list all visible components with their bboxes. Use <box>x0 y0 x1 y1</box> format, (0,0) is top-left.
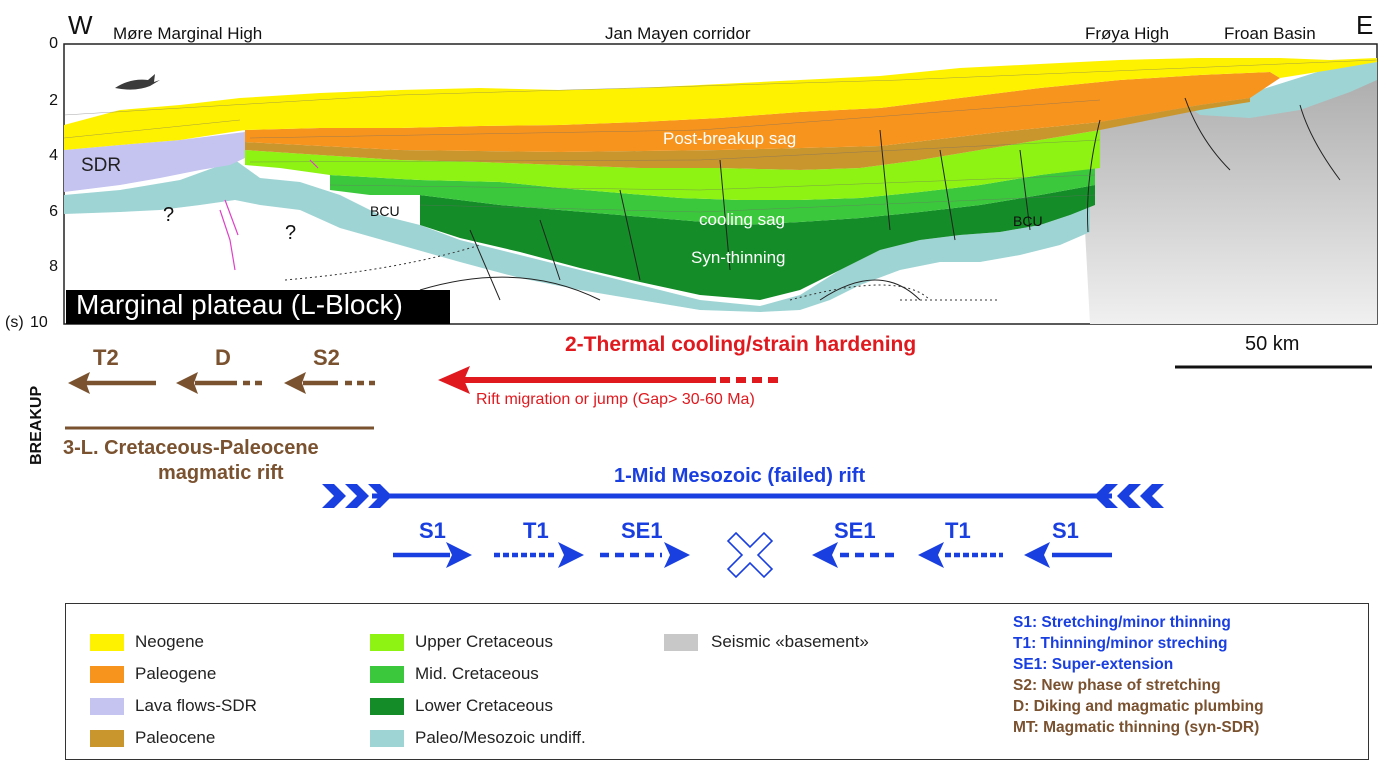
paleogene-unit <box>245 72 1280 152</box>
arrow-label-t2: T2 <box>93 345 119 370</box>
rift-migration-arrow <box>438 366 782 394</box>
legend-paleogene: Paleogene <box>135 664 217 683</box>
bcu-west-label: BCU <box>370 203 400 219</box>
swatch-paleogene <box>90 666 124 683</box>
legend-paleocene: Paleocene <box>135 728 216 747</box>
east-label: E <box>1356 10 1374 40</box>
chevrons-right <box>1094 484 1164 508</box>
region-froya-high: Frøya High <box>1085 24 1170 43</box>
region-more-marginal-high: Møre Marginal High <box>113 24 263 43</box>
depth-tick-0: 0 <box>49 35 58 52</box>
rift-migration-label: Rift migration or jump (Gap> 30-60 Ma) <box>476 391 755 408</box>
abbr-mt: MT: Magmatic thinning (syn-SDR) <box>1013 719 1260 736</box>
cooling-sag-label: cooling sag <box>699 210 786 229</box>
mesozoic-label-s1-right: S1 <box>1052 518 1079 543</box>
abbr-s2: S2: New phase of stretching <box>1013 677 1221 694</box>
post-breakup-sag-label: Post-breakup sag <box>663 129 797 148</box>
mesozoic-label-t1-left: T1 <box>523 518 549 543</box>
arrow-label-d: D <box>215 345 231 370</box>
failed-rift-cross-icon <box>726 531 774 579</box>
region-froan-basin: Froan Basin <box>1224 24 1316 43</box>
depth-unit: (s) <box>5 314 24 331</box>
sdr-label: SDR <box>81 155 122 176</box>
west-label: W <box>68 10 93 40</box>
mid-cretaceous-unit <box>330 168 1095 225</box>
basement-body <box>1085 60 1377 324</box>
lower-cretaceous-unit <box>420 185 1095 300</box>
paleo-mesozoic-unit <box>64 160 1090 312</box>
swatch-neogene <box>90 634 124 651</box>
neogene-unit <box>64 58 1377 150</box>
depth-tick-10: 10 <box>30 314 48 331</box>
legend-mid-cretaceous: Mid. Cretaceous <box>415 664 539 683</box>
magmatic-rift-line1: 3-L. Cretaceous-Paleocene <box>63 437 319 459</box>
strata-lines <box>63 59 1378 213</box>
arrow-t2-head <box>68 372 90 394</box>
bcu-east-label: BCU <box>1013 213 1043 229</box>
question-mark-1: ? <box>163 204 175 226</box>
legend-neogene: Neogene <box>135 632 205 651</box>
mesozoic-label-se1-right: SE1 <box>834 518 876 543</box>
abbr-t1: T1: Thinning/minor streching <box>1013 635 1228 652</box>
legend-basement: Seismic «basement» <box>711 632 869 651</box>
swatch-lava <box>90 698 124 715</box>
red-arrow-head <box>438 366 470 394</box>
region-jan-mayen-corridor: Jan Mayen corridor <box>605 24 751 43</box>
swatch-lower-cret <box>370 698 404 715</box>
arrow-s2-head <box>284 372 306 394</box>
magmatic-rift-line2: magmatic rift <box>158 462 284 484</box>
upper-cretaceous-unit <box>245 130 1100 200</box>
legend-upper-cretaceous: Upper Cretaceous <box>415 632 553 651</box>
swatch-basement <box>664 634 698 651</box>
arrow-d-head <box>176 372 198 394</box>
swatch-mid-cret <box>370 666 404 683</box>
paleocene-band <box>245 98 1250 170</box>
plateau-title: Marginal plateau (L-Block) <box>76 289 403 320</box>
mesozoic-label-s1-left: S1 <box>419 518 446 543</box>
mesozoic-label-t1-right: T1 <box>945 518 971 543</box>
depth-tick-2: 2 <box>49 92 58 109</box>
mesozoic-label-se1-left: SE1 <box>621 518 663 543</box>
whale-icon <box>115 74 160 90</box>
fault-lines <box>419 97 1341 301</box>
swatch-paleo-meso <box>370 730 404 747</box>
pink-dikes <box>219 159 319 271</box>
abbr-s1: S1: Stretching/minor thinning <box>1013 614 1231 631</box>
question-mark-2: ? <box>285 222 297 244</box>
swatch-upper-cret <box>370 634 404 651</box>
legend-lower-cretaceous: Lower Cretaceous <box>415 696 553 715</box>
arrow-label-s2: S2 <box>313 345 340 370</box>
abbr-d: D: Diking and magmatic plumbing <box>1013 698 1264 715</box>
depth-tick-4: 4 <box>49 147 58 164</box>
legend-paleo-mesozoic: Paleo/Mesozoic undiff. <box>415 728 586 747</box>
syn-thinning-label: Syn-thinning <box>691 248 786 267</box>
magmatic-rift-arrows <box>65 372 375 430</box>
legend-swatches <box>90 634 698 747</box>
swatch-paleocene <box>90 730 124 747</box>
dotted-horizon <box>284 244 1000 301</box>
plateau-title-box <box>66 290 450 324</box>
breakup-label: BREAKUP <box>28 385 45 465</box>
abbr-se1: SE1: Super-extension <box>1013 656 1174 673</box>
legend-lava-flows: Lava flows-SDR <box>135 696 257 715</box>
mesozoic-rift-title: 1-Mid Mesozoic (failed) rift <box>614 465 866 487</box>
legend-box <box>65 603 1369 760</box>
mesozoic-rift-bar <box>322 484 1164 508</box>
lava-flows-sdr <box>64 132 245 192</box>
thermal-cooling-title: 2-Thermal cooling/strain hardening <box>565 333 917 356</box>
depth-tick-8: 8 <box>49 258 58 275</box>
mesozoic-arrows <box>393 531 1112 579</box>
chevrons-left <box>322 484 392 508</box>
scale-bar-label: 50 km <box>1245 333 1300 355</box>
depth-tick-6: 6 <box>49 203 58 220</box>
